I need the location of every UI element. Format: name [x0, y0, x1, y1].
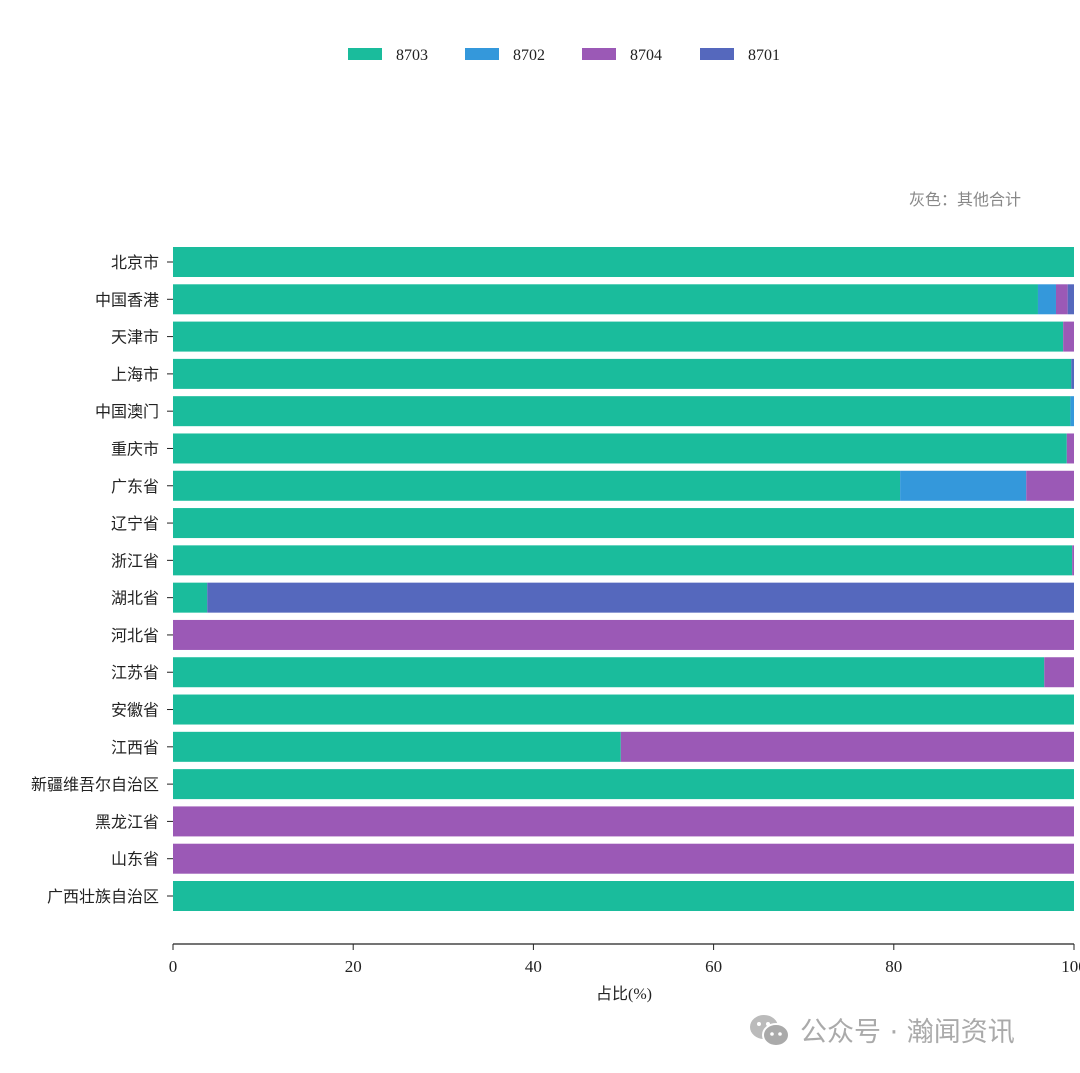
watermark-text: 公众号 · 瀚闻资讯 [800, 1017, 1015, 1048]
bar-segment-8703 [173, 396, 1071, 427]
y-tick-label: 新疆维吾尔自治区 [31, 776, 159, 794]
bar-segment-8704 [173, 843, 1074, 874]
bar-segment-8704 [1063, 321, 1074, 352]
legend-swatch-8703 [348, 48, 382, 60]
watermark: 公众号 · 瀚闻资讯 [748, 1010, 1015, 1049]
y-tick-label: 安徽省 [111, 702, 159, 720]
y-tick-label: 山东省 [111, 851, 159, 869]
legend-label: 8703 [396, 47, 428, 64]
y-tick-label: 浙江省 [111, 552, 159, 570]
y-tick-label: 广东省 [111, 478, 159, 496]
y-tick-label: 中国澳门 [95, 403, 159, 421]
bar-segment-8702 [900, 470, 1027, 501]
bar-segment-8702 [1037, 284, 1056, 315]
x-tick-label: 60 [705, 957, 722, 976]
legend-swatch-8704 [582, 48, 616, 60]
x-tick-label: 20 [345, 957, 362, 976]
y-tick-label: 中国香港 [95, 291, 159, 309]
bar-segment-8703 [173, 508, 1074, 539]
y-tick-label: 广西壮族自治区 [47, 888, 159, 906]
x-tick-label: 40 [525, 957, 542, 976]
bar-segment-8703 [173, 433, 1067, 464]
bar-segment-8703 [173, 881, 1074, 911]
x-tick-label: 100 [1061, 957, 1080, 976]
y-tick-label: 湖北省 [111, 590, 159, 608]
bar-segment-8703 [173, 545, 1073, 576]
bar-segment-8703 [173, 470, 901, 501]
bar-segment-8704 [1072, 545, 1074, 576]
annotation: 灰色：其他合计 [909, 191, 1021, 209]
y-tick-label: 北京市 [111, 254, 159, 272]
y-tick-label: 上海市 [111, 366, 159, 384]
y-tick-label: 天津市 [111, 329, 159, 347]
bar-segment-8703 [173, 321, 1064, 352]
y-tick-label: 重庆市 [111, 440, 159, 458]
bar-segment-8703 [173, 284, 1038, 315]
y-tick-label: 河北省 [111, 627, 159, 645]
y-tick-label: 江苏省 [111, 664, 159, 682]
bar-segment-8703 [173, 358, 1072, 389]
legend-swatch-8702 [465, 48, 499, 60]
bar-segment-8703 [173, 731, 621, 762]
bar-segment-8701 [1067, 284, 1074, 315]
bar-segment-8704 [1055, 284, 1068, 315]
bar-segment-8704 [1066, 433, 1074, 464]
legend-label: 8701 [748, 47, 780, 64]
bar-segment-8704 [173, 619, 1074, 650]
bar-segment-8703 [173, 582, 208, 613]
legend-swatch-8701 [700, 48, 734, 60]
bar-segment-8702 [1070, 396, 1074, 427]
y-tick-label: 辽宁省 [111, 515, 159, 533]
wechat-icon [750, 1014, 790, 1047]
bar-segment-8704 [1026, 470, 1074, 501]
bar-segment-8703 [173, 657, 1045, 688]
x-axis-label: 占比(%) [596, 985, 652, 1003]
bar-segment-8704 [1044, 657, 1074, 688]
bar-segment-8701 [207, 582, 1074, 613]
y-tick-label: 黑龙江省 [95, 813, 159, 831]
bar-segment-8703 [173, 247, 1074, 277]
legend-label: 8704 [630, 47, 662, 64]
bar-segment-8704 [173, 806, 1074, 837]
bar-segment-8701 [1071, 358, 1074, 389]
bar-segment-8703 [173, 769, 1074, 800]
legend-label: 8702 [513, 47, 545, 64]
x-tick-label: 80 [885, 957, 902, 976]
bar-segment-8704 [620, 731, 1074, 762]
x-tick-label: 0 [169, 957, 178, 976]
y-tick-label: 江西省 [111, 739, 159, 757]
bar-segment-8703 [173, 694, 1074, 725]
